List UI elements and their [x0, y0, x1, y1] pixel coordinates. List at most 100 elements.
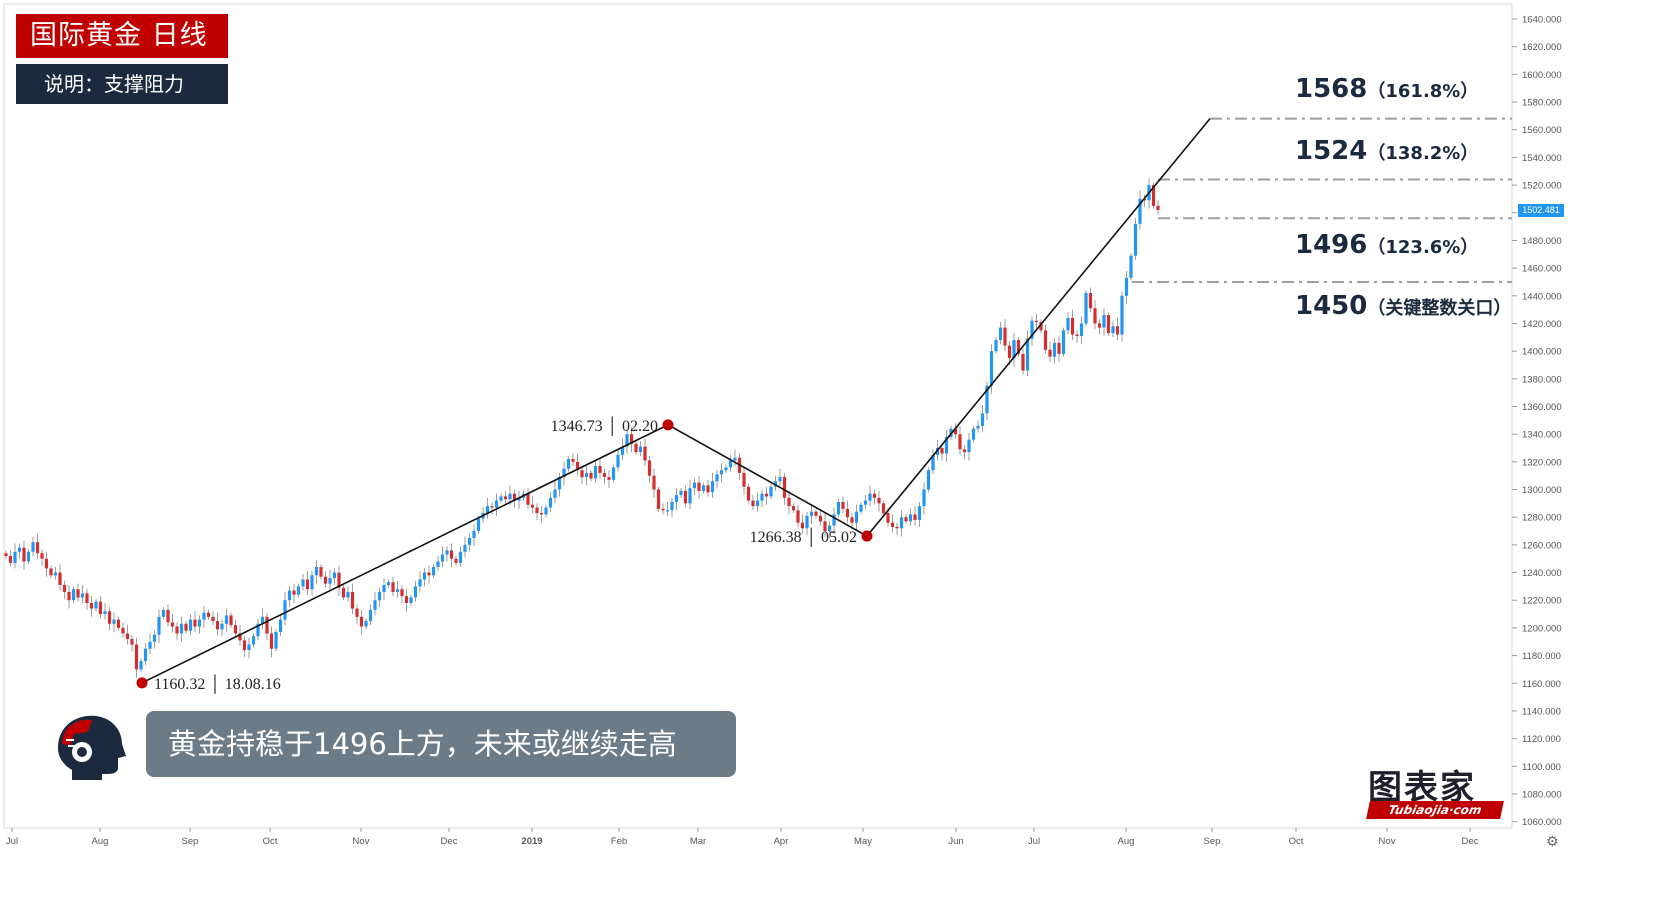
candle-body	[211, 616, 215, 621]
candle-body	[589, 472, 593, 479]
candle-body	[881, 503, 886, 514]
candle-body	[359, 616, 364, 627]
x-tick-label: Jun	[948, 836, 963, 847]
candle-body	[908, 514, 913, 522]
y-tick-label: 1300.000	[1522, 485, 1562, 496]
candle-body	[251, 636, 256, 645]
gear-icon[interactable]: ⚙	[1546, 833, 1559, 849]
candle-body	[67, 591, 71, 601]
candle-body	[301, 579, 305, 587]
candle-body	[512, 493, 517, 501]
candle-body	[40, 553, 44, 559]
candle-body	[193, 619, 197, 627]
plot-border	[3, 3, 1513, 829]
candle-body	[746, 486, 751, 501]
candle-body	[332, 572, 337, 579]
candle-body	[557, 477, 562, 490]
candle-body	[665, 510, 670, 512]
candle-body	[1030, 320, 1034, 339]
candle-body	[242, 640, 247, 651]
candle-body	[940, 448, 944, 454]
candle-body	[733, 457, 737, 461]
candle-body	[364, 620, 368, 627]
candle-body	[143, 648, 148, 662]
candle-body	[715, 474, 719, 482]
candle-body	[166, 609, 170, 623]
candle-body	[976, 425, 980, 429]
candle-body	[647, 460, 652, 476]
y-tick-label: 1280.000	[1522, 513, 1562, 524]
pivot-label: 1160.32 │ 18.08.16	[154, 674, 281, 694]
candle-body	[1061, 330, 1066, 354]
candle-body	[1066, 317, 1070, 331]
y-tick-label: 1060.000	[1522, 817, 1562, 828]
candle-body	[418, 579, 422, 587]
x-tick-label: Oct	[263, 836, 278, 847]
candle-body	[1115, 326, 1120, 335]
candle-body	[661, 508, 665, 511]
candle-body	[269, 633, 274, 649]
candle-body	[742, 472, 746, 487]
candle-body	[1129, 255, 1133, 278]
candle-body	[584, 472, 589, 478]
y-tick-label: 1080.000	[1522, 789, 1562, 800]
watermark-logo: 图表家 Tubiaojia·com	[1366, 760, 1508, 822]
candle-body	[1133, 223, 1138, 256]
candle-body	[625, 434, 629, 447]
x-tick-label: 2019	[521, 836, 542, 847]
candle-body	[1084, 293, 1088, 324]
candle-body	[233, 625, 238, 634]
candle-body	[395, 589, 400, 592]
y-tick-label: 1340.000	[1522, 430, 1562, 441]
candle-body	[1111, 326, 1115, 334]
candle-body	[809, 511, 814, 516]
y-tick-label: 1100.000	[1522, 762, 1561, 773]
candle-body	[184, 623, 188, 631]
candle-body	[607, 477, 611, 480]
candle-body	[836, 501, 841, 515]
candle-body	[697, 482, 701, 491]
x-tick-label: Jul	[1028, 836, 1040, 847]
candle-body	[958, 434, 962, 450]
candle-body	[215, 620, 220, 630]
candle-body	[980, 413, 985, 426]
x-tick-label: Sep	[1204, 836, 1221, 847]
candle-body	[4, 553, 8, 556]
candle-body	[85, 593, 89, 604]
candle-body	[80, 593, 85, 598]
candle-body	[1079, 323, 1084, 336]
candle-body	[116, 619, 121, 628]
candle-body	[1124, 277, 1129, 296]
x-tick-label: Feb	[611, 836, 627, 847]
candle-body	[413, 586, 418, 598]
candle-body	[328, 578, 332, 584]
candle-body	[616, 454, 620, 468]
candle-body	[467, 537, 472, 545]
candle-body	[8, 555, 13, 563]
candle-body	[22, 547, 26, 562]
y-tick-label: 1460.000	[1522, 264, 1562, 275]
candle-body	[103, 611, 107, 615]
candle-body	[827, 525, 832, 532]
candle-body	[89, 603, 94, 609]
candle-body	[346, 591, 350, 598]
candle-body	[1003, 327, 1007, 346]
candle-body	[58, 572, 62, 586]
trend-line-down	[667, 424, 868, 537]
candle-body	[548, 497, 553, 508]
candle-body	[787, 497, 791, 507]
candle-body	[863, 500, 868, 505]
candle-body	[355, 608, 359, 617]
candle-body	[922, 489, 926, 507]
candle-body	[962, 449, 967, 453]
candle-body	[1025, 338, 1030, 371]
candle-body	[953, 428, 958, 435]
candle-body	[314, 567, 319, 576]
candle-body	[602, 472, 607, 478]
candle-body	[485, 506, 490, 514]
candle-body	[125, 633, 130, 639]
candle-body	[877, 497, 881, 504]
candle-body	[670, 501, 674, 511]
candle-body	[35, 542, 40, 554]
candle-body	[256, 623, 260, 637]
